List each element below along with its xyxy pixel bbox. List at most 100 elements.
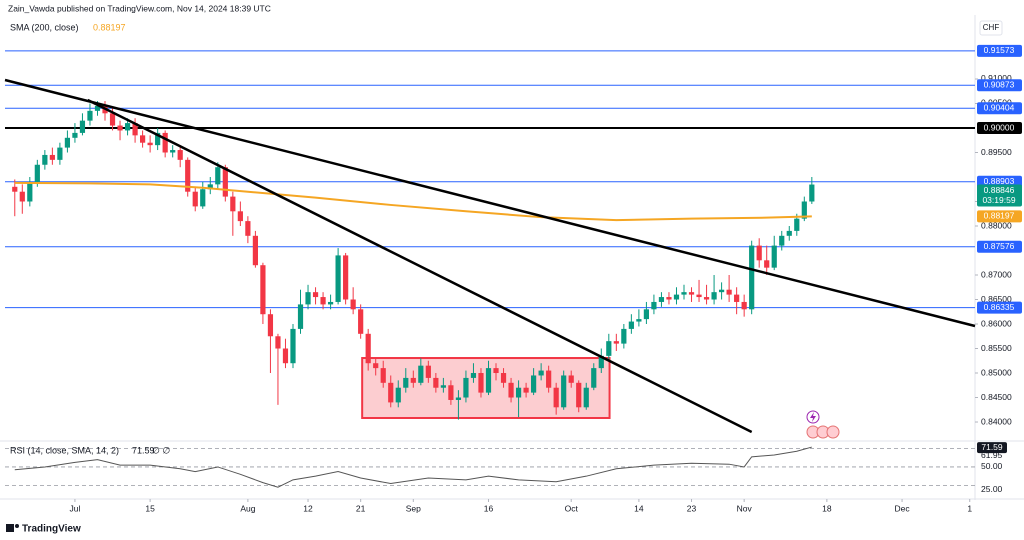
candle-body (147, 142, 153, 146)
y-tick-label: 0.85500 (981, 343, 1012, 353)
candle-body (651, 301, 657, 310)
trendline (4, 78, 976, 328)
candle-body (538, 370, 544, 376)
candle-body (425, 365, 431, 378)
level-badge-label: 0.87576 (984, 241, 1015, 251)
candle-body (523, 387, 529, 393)
candle-body (395, 387, 401, 403)
candle-body (418, 365, 424, 383)
y-tick-label: 0.89500 (981, 147, 1012, 157)
level-badge (977, 240, 1022, 253)
candle-body (455, 397, 462, 400)
candle-body (350, 299, 356, 310)
last-price-badge (977, 184, 1022, 207)
x-tick-label: Jul (69, 503, 80, 513)
event-flag[interactable] (826, 425, 840, 439)
candle-body (546, 370, 552, 388)
candle-body (786, 230, 792, 236)
candle-body (42, 154, 48, 165)
candle-body (779, 235, 785, 246)
candle-body (696, 294, 702, 298)
candle-body (79, 120, 86, 133)
candle-body (162, 132, 168, 153)
candle-body (606, 341, 612, 356)
candle-body (764, 260, 770, 268)
x-tick-label: 12 (303, 503, 313, 513)
candle-body (741, 301, 747, 310)
candle-body (493, 368, 499, 374)
x-tick-label: Sep (406, 503, 421, 513)
y-tick-label: 0.87000 (981, 269, 1012, 279)
rsi-label: RSI (14, close, SMA, 14, 2) (10, 445, 119, 455)
candle-body (215, 167, 221, 185)
candle-body (794, 218, 800, 231)
candle-body (688, 292, 695, 295)
x-tick-label: Nov (737, 503, 753, 513)
candle-body (801, 201, 807, 219)
candle-body (470, 373, 477, 378)
candle-body (591, 368, 597, 388)
candle-body (673, 294, 680, 300)
candle-body (636, 319, 642, 322)
candle-body (290, 328, 296, 364)
candle-body (771, 245, 777, 268)
candle-body (335, 255, 341, 302)
y-tick-label: 0.84500 (981, 392, 1012, 402)
rsi-line (14, 446, 812, 488)
candle-body (485, 368, 492, 393)
candle-body (282, 348, 289, 364)
candle-body (749, 245, 755, 310)
countdown-label: 03:19:59 (982, 195, 1015, 205)
rsi-value: 71.59 (132, 445, 155, 455)
candle-body (305, 292, 311, 305)
candle-body (185, 159, 191, 192)
candle-body (388, 382, 394, 403)
x-tick-label: 21 (356, 503, 366, 513)
level-badge (977, 44, 1022, 57)
candle-body (658, 297, 665, 302)
candle-body (237, 211, 243, 222)
candle-body (312, 292, 319, 298)
y-tick-label: 0.84000 (981, 416, 1012, 426)
brand-logo (6, 524, 14, 532)
candle-body (613, 341, 619, 344)
candle-body (809, 184, 815, 202)
candle-body (583, 387, 589, 408)
candle-body (297, 304, 304, 329)
x-tick-label: Dec (894, 503, 910, 513)
candle-body (478, 373, 484, 393)
y-tick-label: 0.86500 (981, 294, 1012, 304)
candle-body (19, 191, 25, 202)
level-badge-label: 0.86335 (984, 302, 1015, 312)
brand-name: TradingView (22, 524, 81, 535)
candle-body (628, 321, 634, 329)
plot: 0.910000.905000.895000.885000.880000.870… (4, 44, 1022, 513)
candle-body (568, 375, 574, 383)
candle-body (245, 221, 251, 236)
candle-body (260, 265, 266, 315)
attribution: Zain_Vawda published on TradingView.com,… (8, 3, 271, 13)
candle-body (267, 314, 274, 337)
candle-body (27, 181, 33, 202)
x-tick-label: 14 (634, 503, 644, 513)
candle-body (666, 297, 672, 300)
y-tick-label: 0.85000 (981, 367, 1012, 377)
candle-body (275, 336, 281, 349)
x-tick-label: 18 (822, 503, 832, 513)
candle-body (192, 191, 198, 207)
indicator-label: SMA (200, close) (10, 22, 79, 32)
lightning (810, 412, 816, 422)
level-badge (977, 102, 1022, 115)
level-badge-label: 0.90873 (984, 79, 1015, 89)
level-badge (977, 301, 1022, 314)
candle-body (703, 297, 710, 300)
level-badge (977, 122, 1022, 135)
level-badge-label: 0.88903 (984, 176, 1015, 186)
candle-body (373, 363, 379, 369)
candle-body (410, 377, 416, 383)
level-badge (977, 79, 1022, 92)
candle-body (49, 154, 55, 160)
candle-body (72, 132, 78, 138)
